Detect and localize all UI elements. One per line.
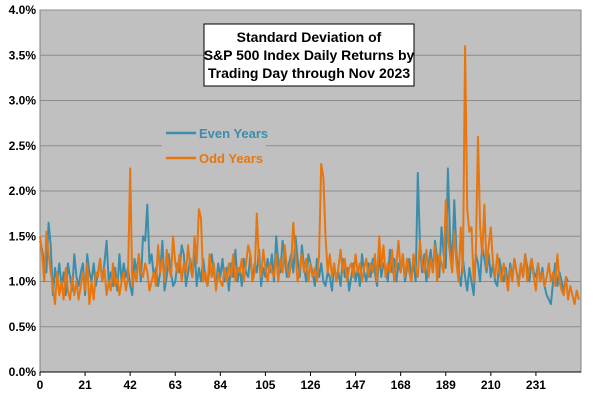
x-tick-label: 231: [526, 378, 546, 392]
title-line-3: Trading Day through Nov 2023: [208, 65, 410, 81]
y-tick-label: 1.0%: [9, 275, 37, 289]
x-tick-label: 126: [300, 378, 320, 392]
y-tick-label: 3.0%: [9, 94, 37, 108]
axes: 0.0% 0.5% 1.0% 1.5% 2.0% 2.5% 3.0% 3.5% 4.0% 0 21 4…: [9, 3, 581, 392]
legend: Even Years Odd Years: [162, 122, 268, 170]
y-tick-label: 0.5%: [9, 320, 37, 334]
y-tick-label: 0.0%: [9, 365, 37, 379]
x-tick-label: 84: [214, 378, 228, 392]
x-tick-label: 147: [346, 378, 366, 392]
legend-label-even: Even Years: [199, 126, 268, 141]
chart-title: Standard Deviation of S&P 500 Index Dail…: [203, 23, 415, 87]
legend-label-odd: Odd Years: [199, 151, 263, 166]
y-tick-label: 1.5%: [9, 229, 37, 243]
legend-box: [162, 122, 266, 170]
x-tick-label: 63: [169, 378, 183, 392]
title-line-1: Standard Deviation of: [237, 29, 382, 45]
x-tick-label: 105: [255, 378, 275, 392]
y-tick-label: 2.0%: [9, 184, 37, 198]
x-tick-label: 168: [391, 378, 411, 392]
x-tick-label: 0: [37, 378, 44, 392]
x-tick-label: 21: [78, 378, 92, 392]
y-tick-label: 2.5%: [9, 139, 37, 153]
title-box: [203, 23, 415, 87]
y-tick-label: 3.5%: [9, 48, 37, 62]
series-line-odd-years: [39, 45, 580, 306]
x-tick-label: 189: [436, 378, 456, 392]
series-lines: [39, 45, 580, 306]
x-tick-label: 42: [123, 378, 137, 392]
title-line-2: S&P 500 Index Daily Returns by: [204, 47, 415, 63]
y-tick-label: 4.0%: [9, 3, 37, 17]
x-tick-label: 210: [481, 378, 501, 392]
